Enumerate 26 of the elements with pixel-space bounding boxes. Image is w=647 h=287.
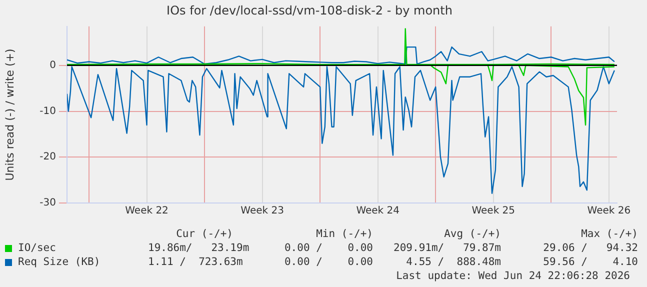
text: 209.91m/ 79.87m xyxy=(392,242,501,256)
x-tick-label: Week 26 xyxy=(587,206,631,217)
text: 1.11 / 723.63m xyxy=(148,256,243,270)
y-axis-title: Units read (-) / write (+) xyxy=(3,48,16,181)
text: 19.86m/ 23.19m xyxy=(148,242,250,256)
y-tick-label: -30 xyxy=(40,198,56,209)
legend-label: IO/sec xyxy=(18,242,57,256)
text: 4.55 / 888.48m xyxy=(405,256,501,270)
y-tick-label: -10 xyxy=(40,106,56,117)
y-tick-label: 0 xyxy=(50,60,56,71)
x-tick-label: Week 22 xyxy=(125,206,168,217)
legend-label: Req Size (KB) xyxy=(18,256,102,270)
text: Min (-/+) xyxy=(315,228,373,242)
x-tick-label: Week 24 xyxy=(356,206,400,217)
y-tick-label: -20 xyxy=(40,152,56,163)
text: 29.06 / 94.32 xyxy=(542,242,638,256)
text: Last update: Wed Jun 24 22:06:28 2026 xyxy=(395,270,630,282)
x-tick-label: Week 25 xyxy=(472,206,516,217)
chart-title: IOs for /dev/local-ssd/vm-108-disk-2 - by month xyxy=(166,3,452,18)
text: Max (-/+) xyxy=(580,228,638,242)
text: Avg (-/+) xyxy=(443,228,501,242)
text: 0.00 / 0.00 xyxy=(284,242,373,254)
x-tick-label: Week 23 xyxy=(240,206,284,217)
text: 59.56 / 4.10 xyxy=(542,256,638,270)
text: 0.00 / 0.00 xyxy=(284,256,373,268)
text: Cur (-/+) xyxy=(175,228,233,242)
